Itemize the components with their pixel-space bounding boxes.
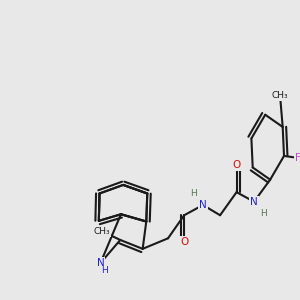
- Text: N: N: [199, 200, 207, 210]
- Text: N: N: [97, 258, 104, 268]
- Text: O: O: [180, 237, 188, 247]
- Text: H: H: [101, 266, 108, 275]
- Text: H: H: [190, 189, 196, 198]
- Text: F: F: [295, 153, 300, 163]
- Text: CH₃: CH₃: [94, 227, 110, 236]
- Text: CH₃: CH₃: [272, 91, 288, 100]
- Text: H: H: [260, 209, 267, 218]
- Text: N: N: [250, 197, 258, 207]
- Text: O: O: [232, 160, 241, 170]
